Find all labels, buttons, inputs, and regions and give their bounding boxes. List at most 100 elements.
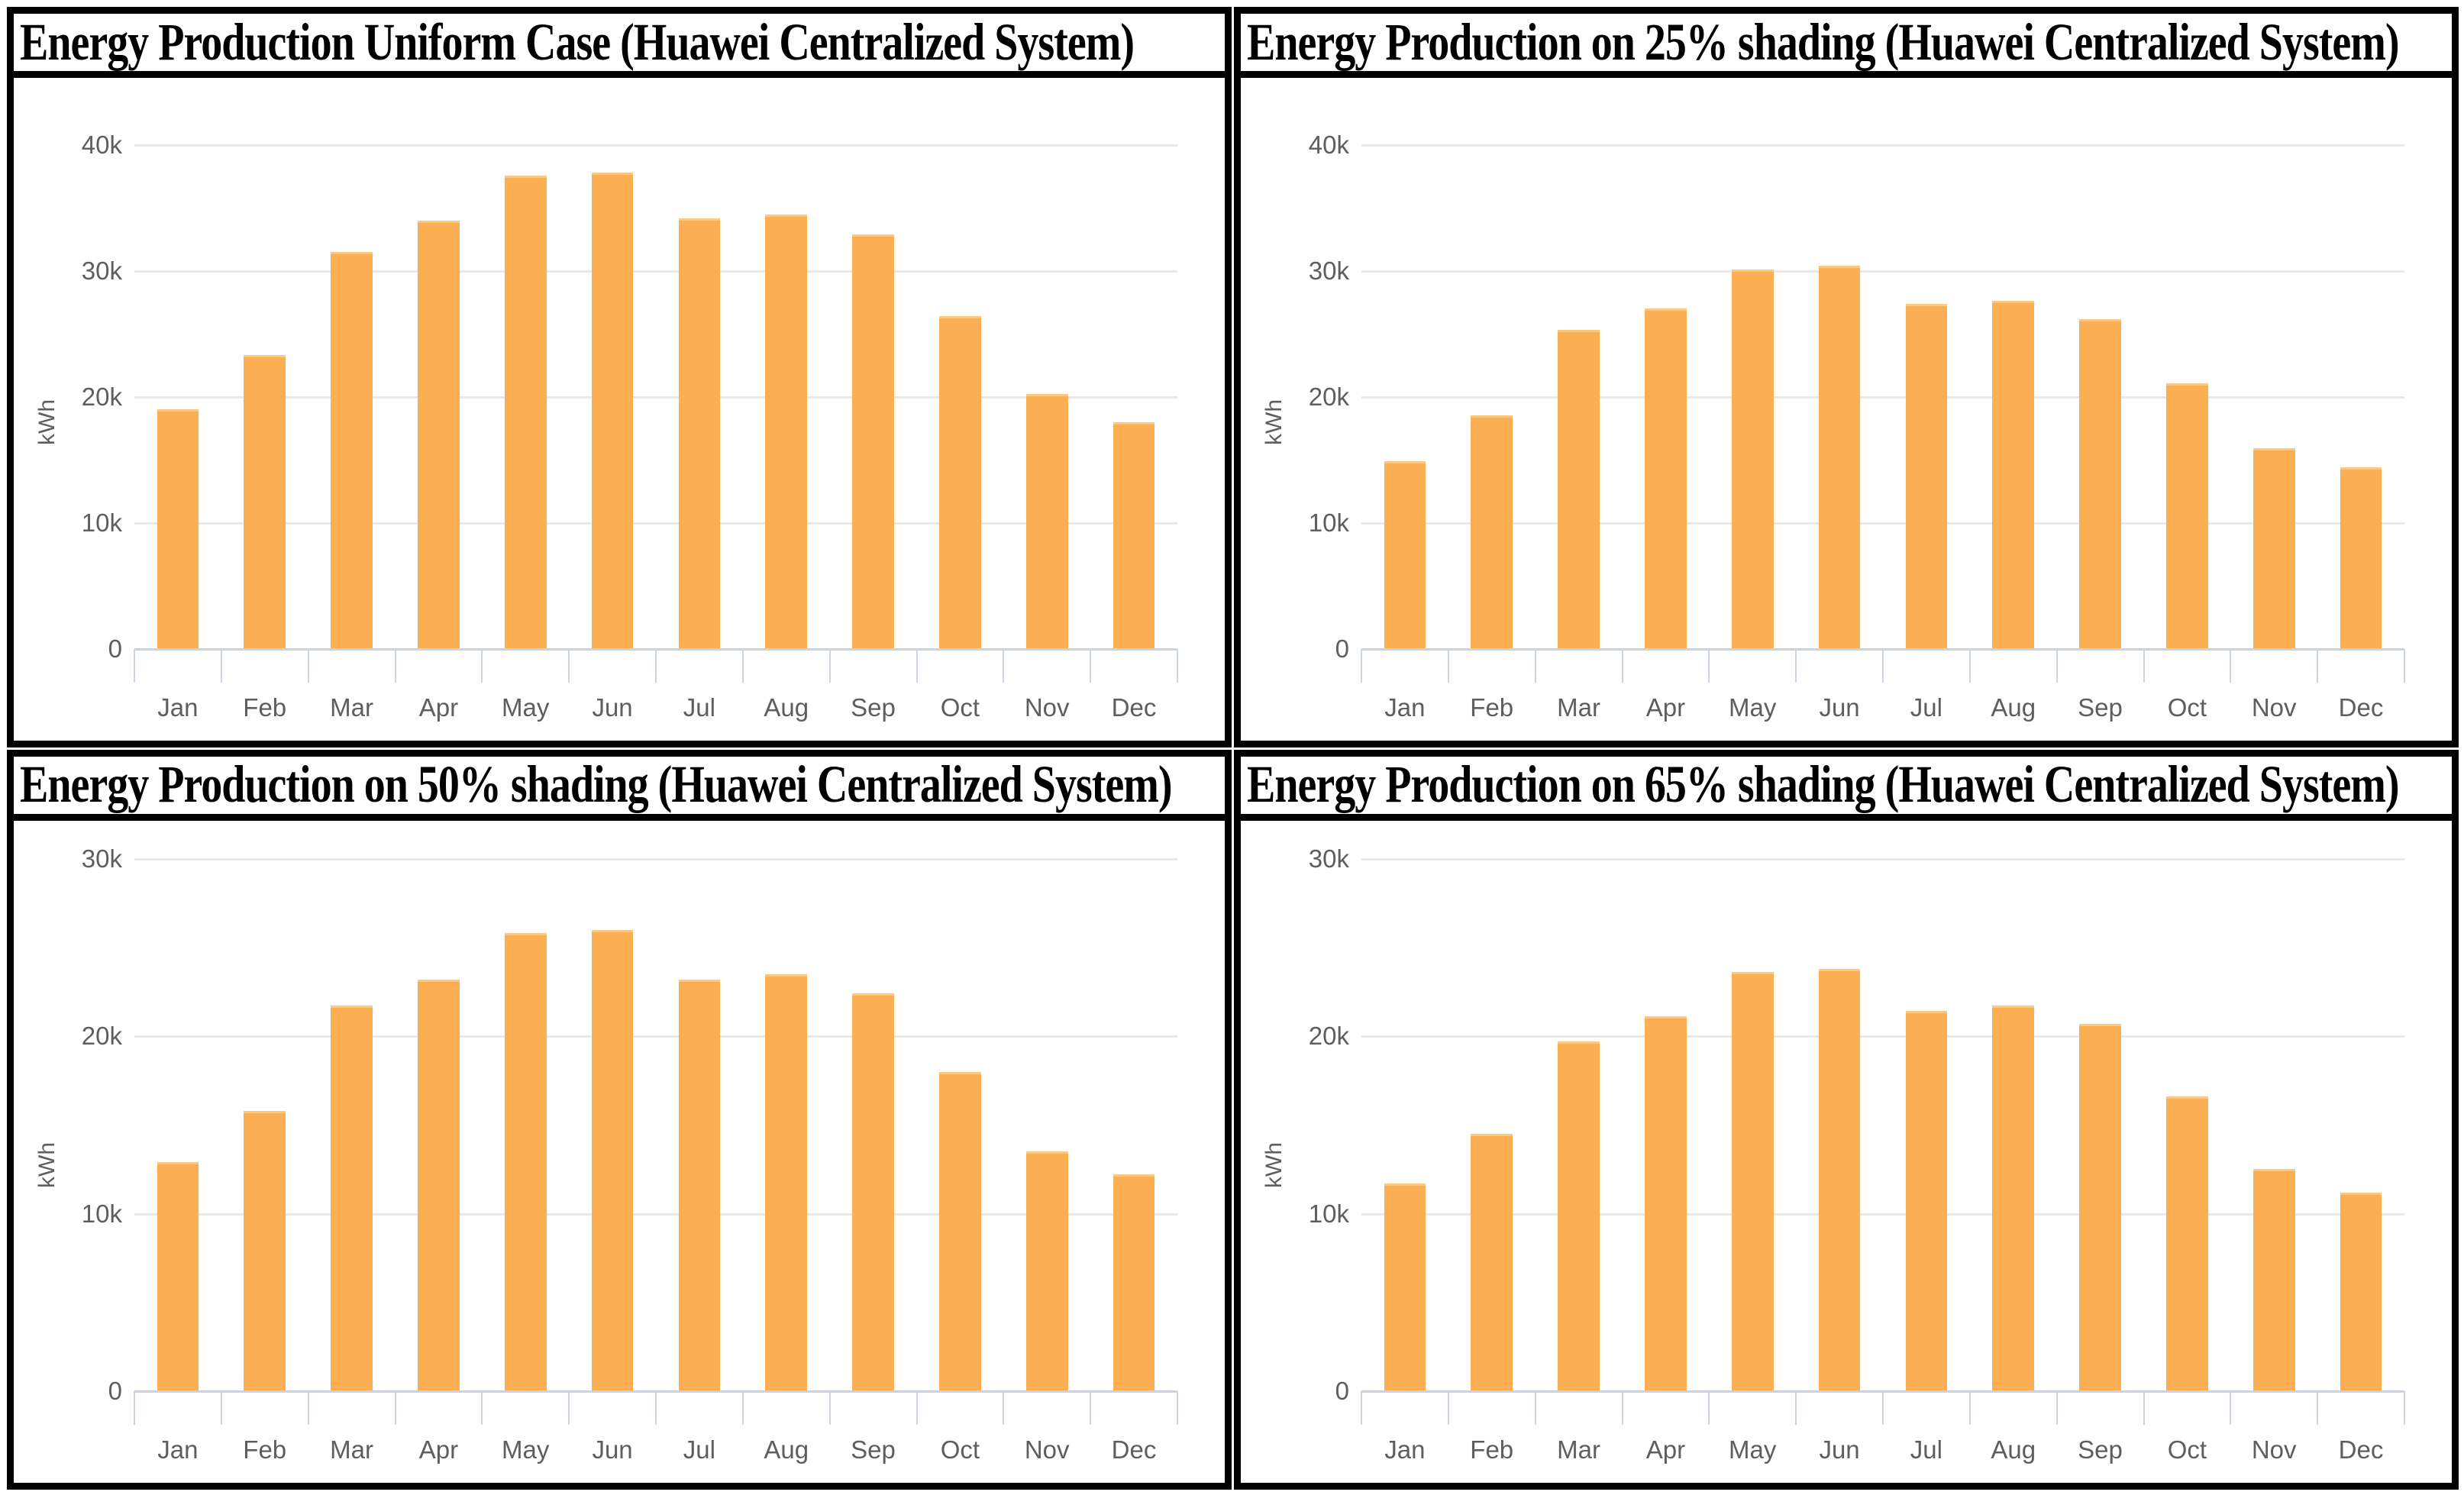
y-tick-label-10k: 10k (81, 1199, 122, 1228)
x-tick-mark (1882, 648, 1884, 683)
gridline-30k (134, 270, 1177, 273)
x-tick-label-jun: Jun (592, 693, 633, 722)
x-tick-mark (394, 1391, 396, 1425)
bar-apr (1645, 308, 1687, 649)
bar-may (1731, 270, 1774, 649)
y-axis-tick-labels: 0 10k 20k 30k 40k (14, 131, 122, 663)
bar-jun (1818, 968, 1861, 1391)
x-axis-ticks (134, 1391, 1178, 1425)
bar-slot-feb (1448, 859, 1536, 1391)
x-tick-label-jan: Jan (1384, 693, 1426, 722)
bar-slot-aug (1970, 145, 2057, 649)
gridline-30k (134, 857, 1177, 861)
bar-slot-dec (1090, 859, 1177, 1391)
x-tick-label-apr: Apr (1645, 1435, 1686, 1464)
x-tick-label-jun: Jun (1819, 693, 1860, 722)
bar-apr (1645, 1016, 1687, 1391)
x-tick-mark (655, 648, 657, 683)
x-tick-mark (2143, 648, 2145, 683)
bar-dec (1113, 1174, 1155, 1391)
x-tick-label-oct: Oct (940, 1435, 980, 1464)
x-tick-mark (2317, 1391, 2319, 1425)
chart-plot-area: kWh 0 10k 20k 30k Jan Feb Mar Apr May Jun Jul Aug S… (1241, 820, 2452, 1483)
bar-slot-may (482, 859, 569, 1391)
bar-slot-nov (2230, 145, 2317, 649)
gridline-20k (1361, 1035, 2404, 1038)
chart-panel-65-percent-shading: Energy Production on 65% shading (Huawei… (1234, 749, 2459, 1490)
x-tick-mark (1003, 648, 1005, 683)
x-tick-label-apr: Apr (1645, 693, 1686, 722)
x-tick-label-jul: Jul (683, 693, 715, 722)
bar-nov (2252, 1169, 2295, 1391)
x-tick-mark (1361, 648, 1362, 683)
x-tick-mark (481, 648, 483, 683)
chart-title: Energy Production on 25% shading (Huawei… (1241, 14, 2452, 78)
gridline-30k (1361, 857, 2404, 861)
x-tick-label-jul: Jul (1910, 1435, 1942, 1464)
bar-jun (591, 173, 634, 649)
bar-slot-jul (1883, 145, 1970, 649)
y-tick-label-40k: 40k (81, 131, 122, 159)
x-tick-label-aug: Aug (764, 693, 809, 722)
bar-slot-apr (1622, 145, 1709, 649)
bar-slot-mar (1536, 859, 1623, 1391)
x-axis-ticks (134, 648, 1178, 683)
x-tick-label-may: May (1729, 1435, 1777, 1464)
x-tick-label-jun: Jun (592, 1435, 633, 1464)
bar-slot-feb (221, 145, 308, 649)
gridline-40k (134, 144, 1177, 147)
bar-jan (1384, 460, 1426, 649)
bar-series (134, 145, 1177, 649)
x-tick-label-feb: Feb (1470, 1435, 1514, 1464)
chart-title: Energy Production Uniform Case (Huawei C… (14, 14, 1225, 78)
chart-plot-area: kWh 0 10k 20k 30k Jan Feb Mar Apr May Jun Jul Aug S… (14, 820, 1225, 1483)
bar-slot-apr (395, 859, 482, 1391)
bar-slot-jul (656, 859, 743, 1391)
x-tick-label-aug: Aug (1991, 1435, 2036, 1464)
x-tick-mark (1003, 1391, 1005, 1425)
x-tick-label-nov: Nov (2251, 1435, 2297, 1464)
bar-oct (2166, 383, 2208, 649)
x-tick-label-mar: Mar (330, 693, 373, 722)
y-tick-label-10k: 10k (1308, 1199, 1349, 1228)
bar-jan (157, 409, 199, 649)
y-tick-label-20k: 20k (81, 1022, 122, 1050)
x-tick-mark (1177, 648, 1178, 683)
x-tick-mark (1795, 1391, 1797, 1425)
bar-nov (2252, 448, 2295, 649)
x-tick-mark (1090, 648, 1092, 683)
bar-dec (1113, 421, 1155, 649)
x-tick-label-nov: Nov (2251, 693, 2297, 722)
bar-slot-sep (2057, 859, 2144, 1391)
x-tick-label-feb: Feb (243, 1435, 287, 1464)
x-axis-tick-labels: Jan Feb Mar Apr May Jun Jul Aug Sep Oct Nov Dec (1361, 1435, 2404, 1464)
bar-sep (852, 993, 894, 1391)
bar-slot-jun (1796, 859, 1883, 1391)
bar-series (1361, 145, 2404, 649)
x-tick-mark (1621, 1391, 1623, 1425)
bar-slot-jun (569, 145, 656, 649)
y-axis-tick-labels: 0 10k 20k 30k (14, 844, 122, 1406)
x-tick-mark (741, 1391, 744, 1425)
y-tick-label-0: 0 (1335, 634, 1349, 663)
bar-may (504, 933, 547, 1391)
bar-slot-jan (1361, 145, 1448, 649)
gridline-20k (1361, 396, 2404, 399)
bar-slot-may (1709, 859, 1796, 1391)
bar-slot-jul (1883, 859, 1970, 1391)
x-tick-mark (1447, 648, 1449, 683)
x-tick-label-sep: Sep (851, 1435, 896, 1464)
x-tick-label-nov: Nov (1024, 1435, 1070, 1464)
x-tick-mark (1361, 1391, 1362, 1425)
x-tick-mark (2230, 1391, 2232, 1425)
bar-feb (244, 1110, 286, 1391)
x-tick-mark (2317, 648, 2319, 683)
gridline-40k (1361, 144, 2404, 147)
y-tick-label-20k: 20k (1308, 1022, 1349, 1050)
bar-slot-oct (916, 145, 1003, 649)
bar-nov (1025, 394, 1068, 649)
bar-slot-sep (2057, 145, 2144, 649)
y-tick-label-30k: 30k (81, 256, 122, 285)
bar-apr (418, 979, 460, 1391)
y-tick-label-10k: 10k (81, 508, 122, 537)
